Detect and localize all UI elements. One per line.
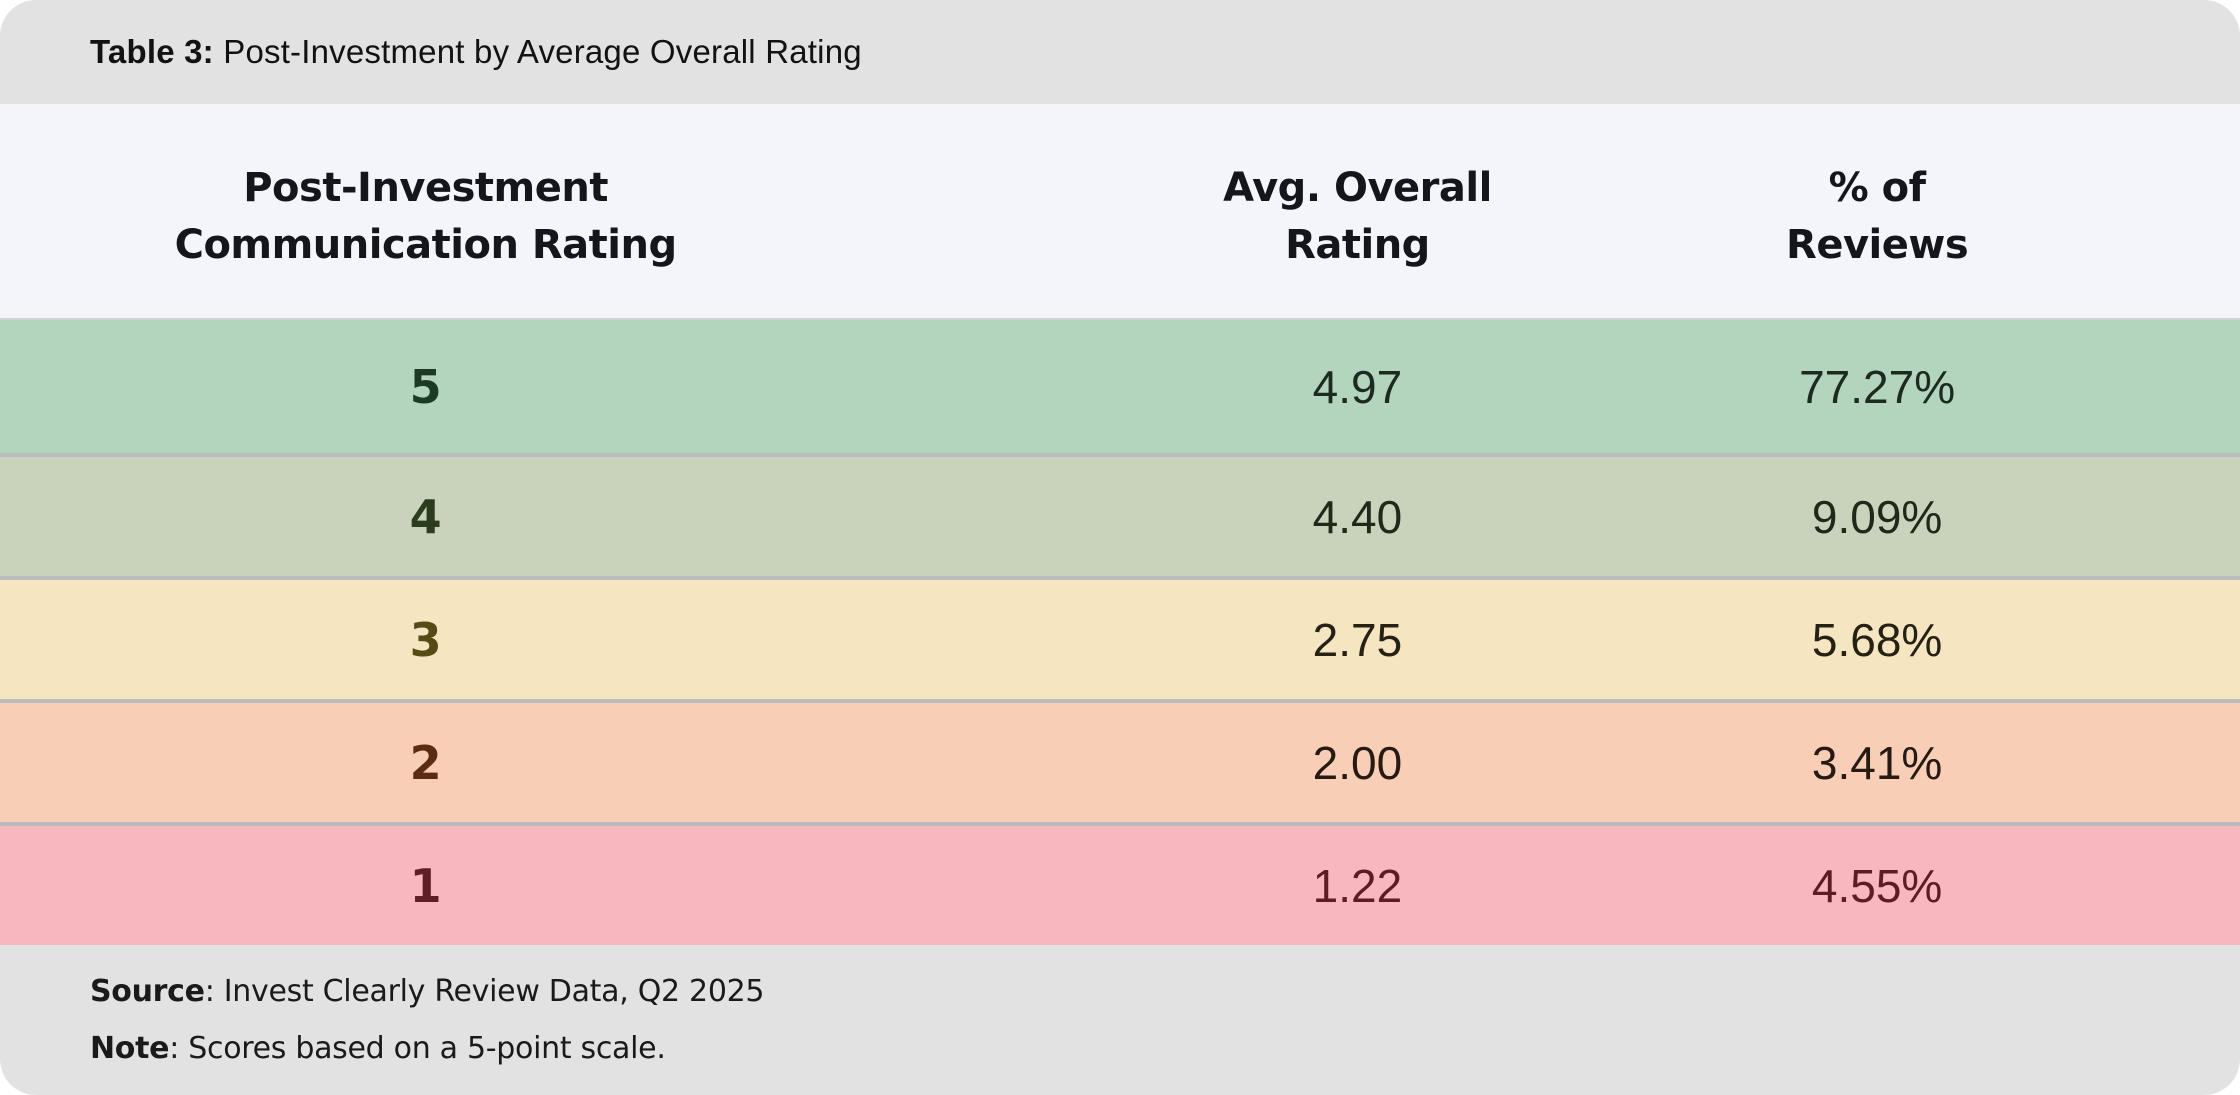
table-row: 1 1.22 4.55% — [0, 822, 2240, 945]
header-line: % of — [1828, 165, 1926, 212]
header-line: Rating — [1285, 222, 1430, 269]
source-text: : Invest Clearly Review Data, Q2 2025 — [204, 974, 765, 1009]
table-row: 2 2.00 3.41% — [0, 699, 2240, 822]
header-line: Post-Investment — [243, 165, 608, 212]
table-row: 5 4.97 77.27% — [0, 318, 2240, 453]
footer: Source: Invest Clearly Review Data, Q2 2… — [0, 945, 2240, 1095]
header-row: Post-Investment Communication Rating Avg… — [0, 104, 2240, 318]
pct-reviews-cell: 3.41% — [1811, 736, 1943, 789]
note-label: Note — [90, 1031, 170, 1066]
title-bar: Table 3: Post-Investment by Average Over… — [0, 0, 2240, 104]
rating-cell: 5 — [409, 359, 442, 414]
header-line: Communication Rating — [174, 222, 678, 269]
pct-reviews-cell: 9.09% — [1811, 490, 1943, 543]
avg-rating-cell: 1.22 — [1312, 859, 1403, 912]
avg-rating-cell: 2.00 — [1312, 736, 1403, 789]
avg-rating-cell: 4.97 — [1312, 360, 1403, 413]
rating-cell: 4 — [409, 489, 442, 544]
header-line: Avg. Overall — [1223, 165, 1492, 212]
table-title-label: Table 3: — [90, 33, 214, 70]
pct-reviews-cell: 77.27% — [1799, 360, 1956, 413]
avg-rating-cell: 2.75 — [1312, 613, 1403, 666]
table-title: Table 3: Post-Investment by Average Over… — [90, 33, 862, 71]
table-body: 5 4.97 77.27% 4 4.40 9.09% 3 2.75 5.68% … — [0, 318, 2240, 945]
note-line: Note: Scores based on a 5-point scale. — [90, 1020, 2240, 1077]
header-line: Reviews — [1786, 222, 1969, 269]
table-row: 4 4.40 9.09% — [0, 453, 2240, 576]
pct-reviews-cell: 5.68% — [1811, 613, 1943, 666]
header-cell-communication-rating: Post-Investment Communication Rating — [174, 160, 678, 274]
source-label: Source — [90, 974, 205, 1009]
table-row: 3 2.75 5.68% — [0, 576, 2240, 699]
table-title-text: Post-Investment by Average Overall Ratin… — [213, 33, 862, 70]
avg-rating-cell: 4.40 — [1312, 490, 1403, 543]
note-text: : Scores based on a 5-point scale. — [169, 1031, 666, 1066]
rating-cell: 3 — [409, 612, 442, 667]
header-cell-pct-of-reviews: % of Reviews — [1786, 160, 1969, 274]
rating-cell: 2 — [409, 735, 442, 790]
rating-cell: 1 — [409, 858, 442, 913]
header-cell-avg-overall-rating: Avg. Overall Rating — [1223, 160, 1492, 274]
pct-reviews-cell: 4.55% — [1811, 859, 1943, 912]
source-line: Source: Invest Clearly Review Data, Q2 2… — [90, 963, 2240, 1020]
